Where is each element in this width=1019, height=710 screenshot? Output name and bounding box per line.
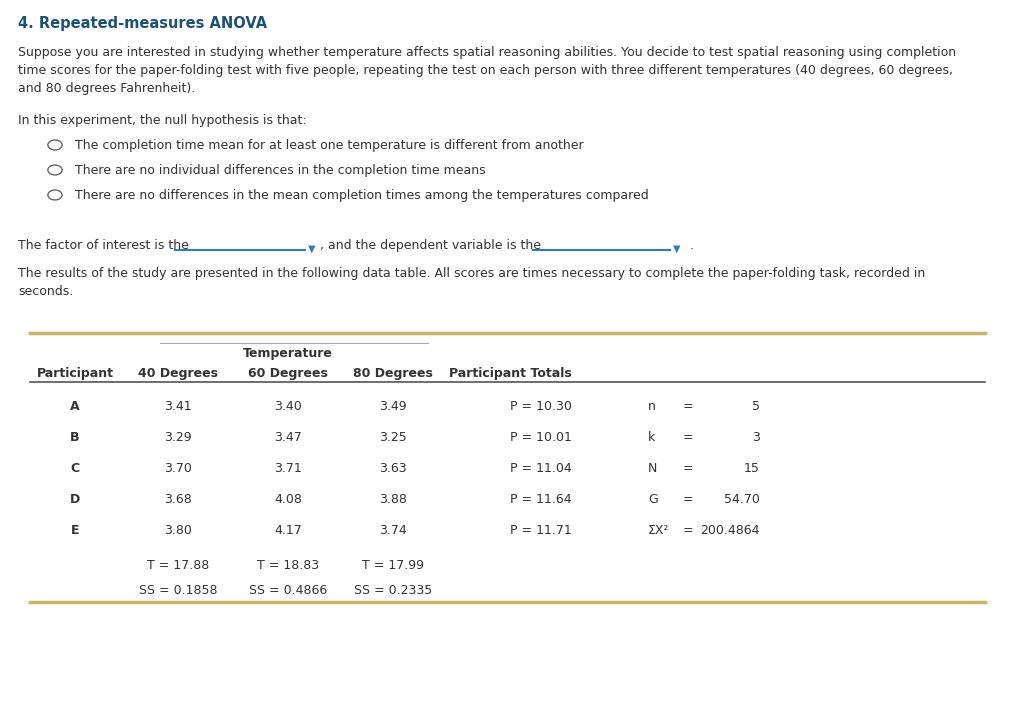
Text: P = 11.04: P = 11.04 — [510, 462, 572, 475]
Text: 3.49: 3.49 — [379, 400, 407, 413]
Text: 15: 15 — [744, 462, 760, 475]
Text: 5: 5 — [752, 400, 760, 413]
Text: 3.40: 3.40 — [274, 400, 302, 413]
Text: The completion time mean for at least one temperature is different from another: The completion time mean for at least on… — [75, 139, 584, 152]
Text: Participant Totals: Participant Totals — [448, 367, 572, 380]
Text: 3.71: 3.71 — [274, 462, 302, 475]
Text: seconds.: seconds. — [18, 285, 73, 298]
Text: 4.17: 4.17 — [274, 524, 302, 537]
Text: 3.29: 3.29 — [164, 431, 192, 444]
Text: The factor of interest is the: The factor of interest is the — [18, 239, 189, 252]
Text: n: n — [648, 400, 656, 413]
Text: 3.68: 3.68 — [164, 493, 192, 506]
Text: 3.63: 3.63 — [379, 462, 407, 475]
Text: T = 17.88: T = 17.88 — [147, 559, 209, 572]
Text: E: E — [70, 524, 79, 537]
Text: 3.88: 3.88 — [379, 493, 407, 506]
Text: 3.70: 3.70 — [164, 462, 192, 475]
Text: C: C — [70, 462, 79, 475]
Text: Temperature: Temperature — [244, 347, 333, 360]
Text: 4.08: 4.08 — [274, 493, 302, 506]
Text: 40 Degrees: 40 Degrees — [138, 367, 218, 380]
Text: ▼: ▼ — [673, 244, 681, 254]
Text: P = 10.01: P = 10.01 — [510, 431, 572, 444]
Text: 3.80: 3.80 — [164, 524, 192, 537]
Text: .: . — [690, 239, 694, 252]
Text: N: N — [648, 462, 657, 475]
Text: P = 10.30: P = 10.30 — [510, 400, 572, 413]
Text: SS = 0.1858: SS = 0.1858 — [139, 584, 217, 597]
Text: =: = — [683, 431, 693, 444]
Text: Participant: Participant — [37, 367, 113, 380]
Text: ΣX²: ΣX² — [648, 524, 669, 537]
Text: and 80 degrees Fahrenheit).: and 80 degrees Fahrenheit). — [18, 82, 196, 95]
Text: ▼: ▼ — [308, 244, 316, 254]
Text: There are no individual differences in the completion time means: There are no individual differences in t… — [75, 164, 486, 177]
Text: 3.25: 3.25 — [379, 431, 407, 444]
Text: There are no differences in the mean completion times among the temperatures com: There are no differences in the mean com… — [75, 189, 649, 202]
Text: A: A — [70, 400, 79, 413]
Text: =: = — [683, 400, 693, 413]
Text: =: = — [683, 493, 693, 506]
Text: The results of the study are presented in the following data table. All scores a: The results of the study are presented i… — [18, 267, 925, 280]
Text: G: G — [648, 493, 657, 506]
Text: B: B — [70, 431, 79, 444]
Text: P = 11.64: P = 11.64 — [510, 493, 572, 506]
Text: =: = — [683, 462, 693, 475]
Text: =: = — [683, 524, 693, 537]
Text: 54.70: 54.70 — [725, 493, 760, 506]
Text: In this experiment, the null hypothesis is that:: In this experiment, the null hypothesis … — [18, 114, 307, 127]
Text: 200.4864: 200.4864 — [700, 524, 760, 537]
Text: k: k — [648, 431, 655, 444]
Text: 80 Degrees: 80 Degrees — [353, 367, 433, 380]
Text: 4. Repeated-measures ANOVA: 4. Repeated-measures ANOVA — [18, 16, 267, 31]
Text: SS = 0.4866: SS = 0.4866 — [249, 584, 327, 597]
Text: 60 Degrees: 60 Degrees — [248, 367, 328, 380]
Text: time scores for the paper-folding test with five people, repeating the test on e: time scores for the paper-folding test w… — [18, 64, 953, 77]
Text: T = 17.99: T = 17.99 — [362, 559, 424, 572]
Text: 3.74: 3.74 — [379, 524, 407, 537]
Text: D: D — [70, 493, 81, 506]
Text: 3: 3 — [752, 431, 760, 444]
Text: Suppose you are interested in studying whether temperature affects spatial reaso: Suppose you are interested in studying w… — [18, 46, 956, 59]
Text: 3.41: 3.41 — [164, 400, 192, 413]
Text: 3.47: 3.47 — [274, 431, 302, 444]
Text: P = 11.71: P = 11.71 — [510, 524, 572, 537]
Text: SS = 0.2335: SS = 0.2335 — [354, 584, 432, 597]
Text: T = 18.83: T = 18.83 — [257, 559, 319, 572]
Text: , and the dependent variable is the: , and the dependent variable is the — [320, 239, 541, 252]
